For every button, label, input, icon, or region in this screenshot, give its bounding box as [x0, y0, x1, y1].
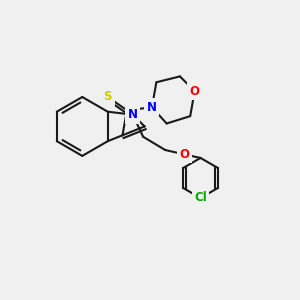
Text: N: N — [147, 101, 157, 114]
Text: N: N — [128, 108, 138, 121]
Text: O: O — [190, 85, 200, 98]
Text: S: S — [103, 91, 112, 103]
Text: Cl: Cl — [194, 191, 207, 205]
Text: O: O — [179, 148, 189, 161]
